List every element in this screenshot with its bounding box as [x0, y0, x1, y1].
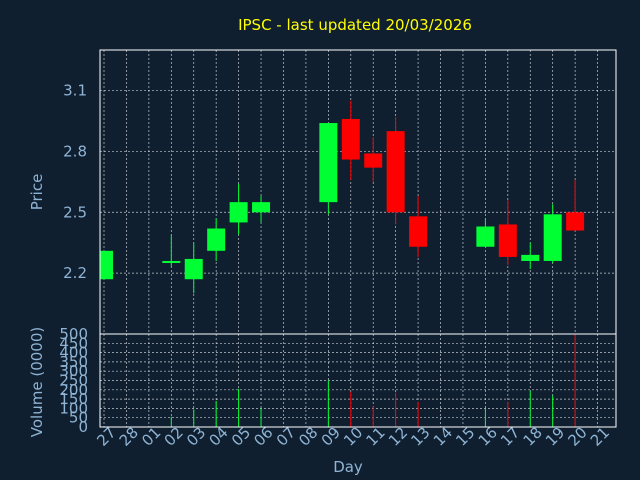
volume-tick-label: 200	[59, 381, 88, 399]
candle-body	[184, 258, 203, 280]
candle-body	[498, 224, 517, 257]
candle-body	[386, 131, 405, 213]
volume-tick-label: 150	[59, 390, 88, 408]
candle-body	[364, 153, 383, 168]
price-tick-label: 2.8	[63, 142, 87, 160]
price-tick-label: 2.2	[63, 264, 87, 282]
volume-tick-label: 450	[59, 334, 88, 352]
candle-body	[207, 228, 226, 251]
volume-tick-label: 350	[59, 353, 88, 371]
volume-tick-label: 100	[59, 399, 88, 417]
price-axis-label: Price	[28, 174, 46, 211]
candle-body	[409, 216, 428, 247]
candle-body	[521, 254, 540, 261]
volume-tick-label: 500	[59, 325, 88, 343]
chart-title: IPSC - last updated 20/03/2026	[238, 16, 472, 34]
candle-body	[341, 118, 360, 160]
candle-body	[162, 260, 181, 263]
x-axis-label: Day	[333, 458, 363, 476]
price-tick-labels: 2.2 2.5 2.8 3.1	[63, 82, 87, 283]
candle-body	[252, 202, 271, 213]
volume-tick-label: 0	[78, 418, 88, 436]
volume-tick-label: 400	[59, 344, 88, 362]
volume-plot-frame	[99, 333, 617, 428]
candles	[100, 100, 585, 294]
candle-body	[319, 123, 338, 203]
candle-body	[476, 226, 495, 247]
volume-tick-label: 250	[59, 372, 88, 390]
price-tick-label: 3.1	[63, 82, 87, 100]
candle-body	[229, 202, 248, 223]
candle-body	[100, 250, 113, 280]
candle-body	[566, 212, 585, 231]
volume-axis-label: Volume (0000)	[28, 327, 46, 437]
price-grid	[100, 50, 616, 334]
volume-tick-label: 50	[69, 409, 88, 427]
volume-tick-label: 300	[59, 362, 88, 380]
volume-bars	[170, 334, 576, 427]
candle-body	[543, 214, 562, 261]
price-tick-label: 2.5	[63, 203, 87, 221]
